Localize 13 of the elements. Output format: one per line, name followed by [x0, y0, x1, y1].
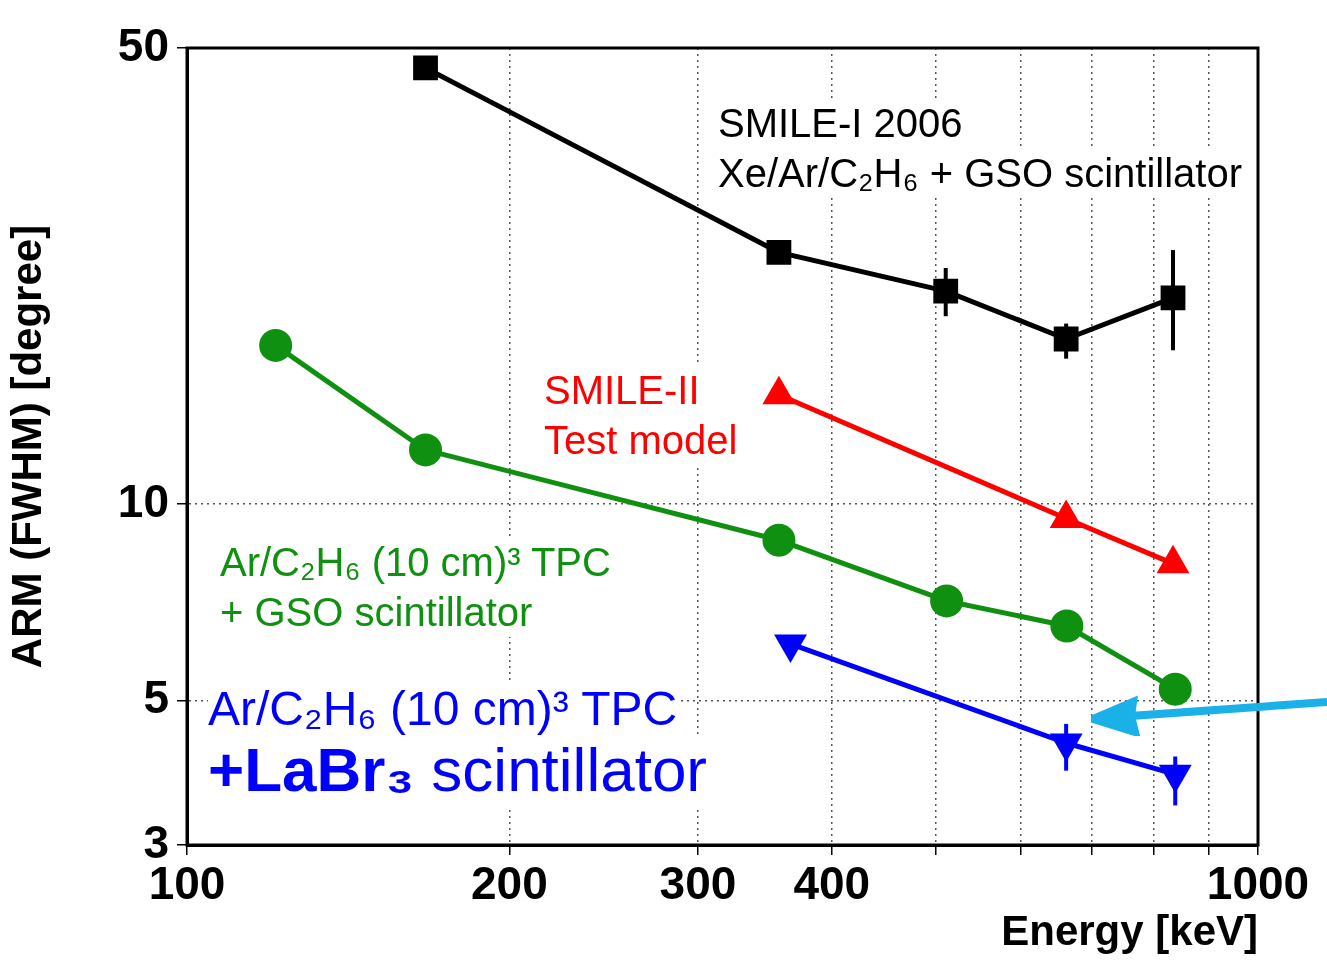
y-tick-label: 10 [117, 474, 169, 527]
x-tick-label: 400 [793, 857, 871, 910]
y-tick-label: 50 [117, 18, 169, 71]
y-axis-title: ARM (FWHM) [degree] [2, 224, 50, 669]
x-tick-label: 200 [471, 857, 548, 910]
series-label: Ar/C₂H₆ (10 cm)³ TPC +LaBr₃ scintillator [208, 682, 708, 806]
x-tick-label: 300 [659, 857, 737, 910]
x-tick-label: 1000 [1206, 857, 1310, 910]
x-axis-title: Energy [keV] [1001, 907, 1258, 955]
series-label: SMILE-II Test model [544, 367, 738, 464]
series-label: SMILE-I 2006 Xe/Ar/C₂H₆ + GSO scintillator [718, 100, 1243, 197]
y-tick-label: 5 [143, 670, 169, 723]
series-label: Ar/C₂H₆ (10 cm)³ TPC + GSO scintillator [220, 539, 611, 636]
